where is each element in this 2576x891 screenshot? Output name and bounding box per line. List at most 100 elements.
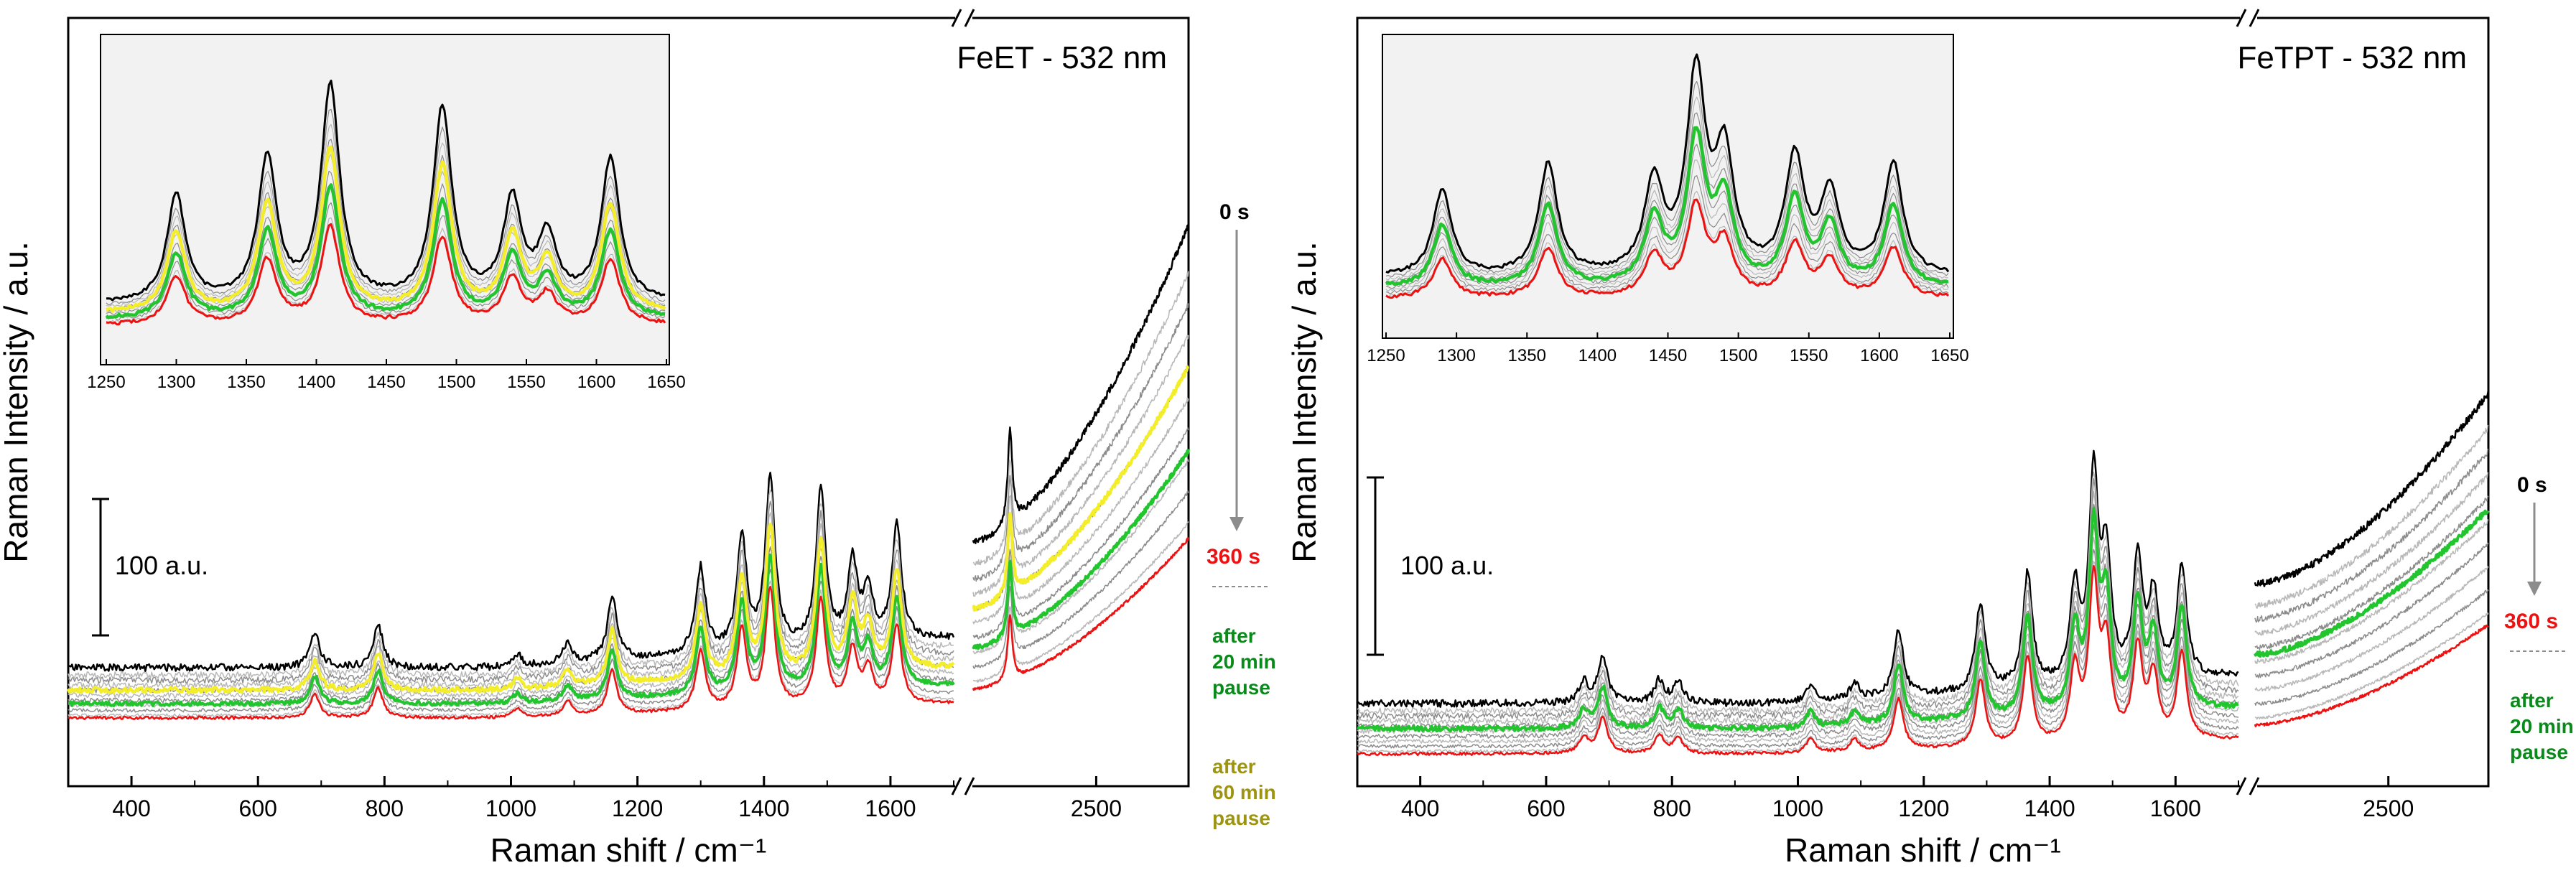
x-tick-label: 600	[239, 796, 277, 821]
inset-spectrum-t360	[106, 223, 666, 326]
inset-intermediate-spectrum	[1385, 175, 1949, 294]
time-arrow-head	[2527, 582, 2542, 596]
pause-label-20min-line: 20 min	[1212, 650, 1276, 673]
panel-fetpt: 400 600 800 1000 1200 1400 1600 2500 Raman shift…	[1285, 9, 2574, 869]
inset-intermediate-spectrum	[106, 202, 666, 321]
intermediate-spectrum	[972, 397, 1189, 625]
inset-x-tick-label: 1250	[1367, 346, 1405, 365]
x-tick-label: 2500	[2363, 796, 2414, 821]
spectrum-yellow60	[67, 523, 955, 694]
inset-x-tick-label: 1350	[227, 373, 265, 392]
intermediate-spectrum	[68, 569, 954, 713]
pause-label-20min-line: after	[1212, 625, 1256, 647]
intermediate-spectrum	[2254, 589, 2489, 706]
intermediate-spectrum	[2254, 519, 2489, 665]
time-label-start: 0 s	[2517, 473, 2547, 497]
pause-label-20min-line: after	[2510, 689, 2554, 712]
x-tick-label: 1000	[1772, 796, 1823, 821]
pause-label-20min-line: pause	[2510, 741, 2568, 763]
pause-label-60min: after 60 min pause	[1212, 755, 1276, 829]
inset-frame	[100, 34, 670, 365]
intermediate-spectrum	[68, 534, 954, 699]
inset-intermediate-spectrum	[106, 123, 666, 307]
intermediate-spectrum	[1357, 549, 2239, 749]
x-tick-label: 800	[1653, 796, 1691, 821]
x-tick-label: 1200	[612, 796, 663, 821]
intermediate-spectrum	[972, 335, 1189, 597]
inset-x-tick-label: 1600	[577, 373, 615, 392]
intermediate-spectrum	[2254, 472, 2489, 636]
intermediate-spectrum	[68, 489, 954, 679]
pause-label-60min-line: pause	[1212, 807, 1270, 829]
chart-title: FeTPT - 532 nm	[2237, 40, 2467, 75]
inset-x-tick-label: 1550	[1790, 346, 1828, 365]
spectrum-green20	[68, 553, 955, 707]
inset-x-tick-label: 1500	[437, 373, 475, 392]
x-tick-label: 1000	[485, 796, 536, 821]
intermediate-spectrum	[1357, 478, 2239, 720]
intermediate-spectrum	[972, 271, 1189, 566]
inset-x-tick-label: 1500	[1719, 346, 1757, 365]
inset-intermediate-spectrum	[106, 217, 666, 324]
intermediate-spectrum	[2254, 424, 2489, 609]
y-axis-label: Raman Intensity / a.u.	[0, 241, 34, 562]
x-tick-label: 2500	[1071, 796, 1122, 821]
inset-intermediate-spectrum	[1385, 159, 1949, 292]
x-tick-label: 1600	[865, 796, 916, 821]
intermediate-spectrum	[1357, 471, 2239, 715]
intermediate-spectrum	[972, 490, 1189, 669]
intermediate-spectrum	[2254, 542, 2489, 678]
inset-intermediate-spectrum	[1385, 80, 1949, 278]
intermediate-spectrum	[972, 303, 1189, 582]
spectrum-t0	[972, 223, 1190, 544]
axis-break-mark	[2249, 9, 2260, 27]
spectrum-t360	[972, 537, 1190, 691]
inset-x-tick-label: 1550	[507, 373, 545, 392]
inset-spectrum-t0	[106, 79, 666, 302]
x-tick-label: 1400	[2024, 796, 2075, 821]
inset-x-tick-label: 1400	[297, 373, 335, 392]
intermediate-spectrum	[2254, 448, 2489, 623]
intermediate-spectrum	[2254, 612, 2489, 720]
x-tick-label: 1600	[2150, 796, 2201, 821]
plot-frame	[67, 17, 1190, 788]
inset-spectrum-t360	[1385, 198, 1950, 299]
chart-title: FeET - 532 nm	[957, 40, 1167, 75]
inset-x-tick-label: 1400	[1578, 346, 1617, 365]
spectrum-t360	[2254, 624, 2489, 727]
inset-spectrum-yellow60	[106, 145, 666, 313]
spectrum-t0	[1357, 449, 2239, 708]
inset-x-tick-label: 1300	[157, 373, 195, 392]
y-axis-label: Raman Intensity / a.u.	[1285, 241, 1323, 562]
intermediate-spectrum	[972, 521, 1189, 683]
inset-spectrum-green20	[1385, 126, 1949, 286]
intermediate-spectrum	[1357, 561, 2239, 754]
axis-break-mark	[964, 777, 975, 796]
intermediate-spectrum	[68, 500, 954, 684]
pause-label-60min-line: after	[1212, 755, 1256, 778]
intermediate-spectrum	[68, 580, 954, 718]
inset-intermediate-spectrum	[106, 108, 666, 306]
pause-label-60min-line: 60 min	[1212, 781, 1276, 803]
x-tick-label: 800	[366, 796, 404, 821]
spectrum-green20	[2254, 509, 2490, 658]
x-tick-label: 600	[1527, 796, 1565, 821]
x-tick-label: 400	[1401, 796, 1439, 821]
scale-bar-label: 100 a.u.	[1400, 551, 1494, 580]
spectrum-t360	[1357, 564, 2239, 757]
scale-bar-label: 100 a.u.	[115, 551, 208, 580]
inset-intermediate-spectrum	[1385, 96, 1949, 281]
intermediate-spectrum	[2254, 495, 2489, 650]
x-tick-label: 1200	[1898, 796, 1949, 821]
inset-frame	[1382, 34, 1954, 339]
time-label-start: 0 s	[1219, 200, 1250, 224]
pause-label-20min: after 20 min pause	[2510, 689, 2574, 763]
x-axis-label: Raman shift / cm⁻¹	[490, 831, 767, 869]
spectrum-yellow60	[972, 365, 1190, 612]
inset-spectrum-t0	[1385, 53, 1950, 274]
inset-x-tick-label: 1450	[367, 373, 405, 392]
inset-intermediate-spectrum	[1385, 112, 1949, 283]
axis-break-mark	[964, 9, 975, 27]
inset-spectrum-green20	[105, 183, 666, 319]
